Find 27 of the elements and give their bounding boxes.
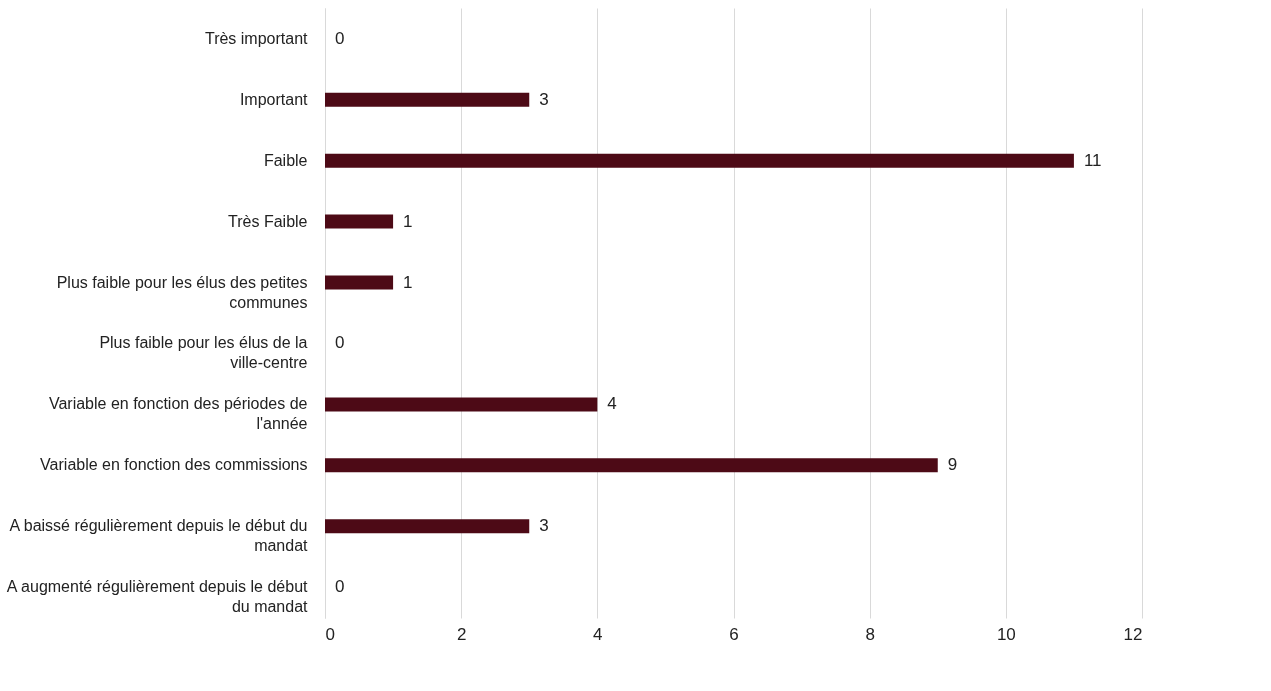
data-label: 3 <box>539 516 549 536</box>
data-label: 9 <box>947 455 958 475</box>
data-label: 4 <box>607 394 617 414</box>
data-label: 1 <box>403 272 413 292</box>
x-tick-label: 10 <box>996 624 1016 644</box>
x-tick-label: 0 <box>325 624 335 644</box>
y-tick-label: Faible <box>263 151 308 169</box>
y-tick-label: A baissé régulièrement depuis le début du mandat <box>9 517 309 555</box>
data-label: 11 <box>1083 150 1102 170</box>
data-label: 1 <box>403 211 413 231</box>
x-tick-label: 12 <box>1123 624 1143 644</box>
data-label: 0 <box>335 28 345 48</box>
x-tick-label: 8 <box>865 624 875 644</box>
y-tick-label: Plus faible pour les élus de la ville-centre <box>99 334 308 372</box>
y-tick-label: Très important <box>204 29 309 47</box>
data-label: 3 <box>539 89 549 109</box>
y-tick-label: A augmenté régulièrement depuis le début du mandat <box>6 578 309 616</box>
x-tick-label: 4 <box>593 624 603 644</box>
data-label: 0 <box>335 577 345 597</box>
x-tick-label: 6 <box>729 624 739 644</box>
x-tick-label: 2 <box>456 624 467 644</box>
y-tick-label: Important <box>239 90 309 108</box>
y-tick-label: Très Faible <box>228 212 308 230</box>
y-tick-label: Variable en fonction des commissions <box>40 456 308 474</box>
data-label: 0 <box>335 333 345 353</box>
y-tick-label: Variable en fonction des périodes de l'année <box>48 395 308 433</box>
y-tick-label: Plus faible pour les élus des petites communes <box>56 273 308 311</box>
